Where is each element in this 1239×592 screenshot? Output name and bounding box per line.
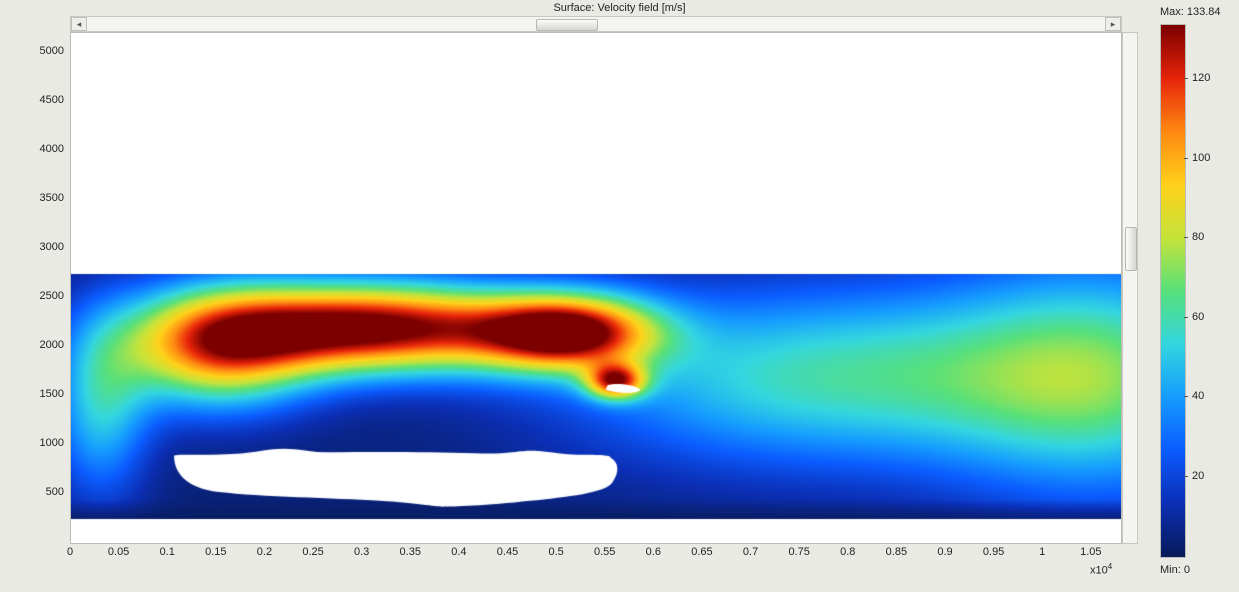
x-tick-label: 0.25 [293,546,333,558]
colorbar-tick-label: 120 [1192,72,1232,84]
horizontal-scrollbar[interactable]: ◂ ▸ [70,16,1122,32]
x-tick-label: 0.15 [196,546,236,558]
x-tick-label: 0.65 [682,546,722,558]
x-tick-label: 1.05 [1071,546,1111,558]
velocity-field-heatmap [71,33,1121,543]
y-tick-label: 2500 [16,290,64,302]
y-tick-label: 1500 [16,388,64,400]
y-tick-label: 500 [16,486,64,498]
colorbar-gradient [1161,25,1185,557]
x-tick-label: 0 [50,546,90,558]
y-tick-label: 1000 [16,437,64,449]
x-tick-label: 0.45 [488,546,528,558]
x-tick-label: 0.5 [536,546,576,558]
x-tick-label: 0.1 [147,546,187,558]
x-axis-exponent: x104 [1090,562,1112,577]
x-tick-label: 0.85 [876,546,916,558]
x-tick-label: 0.2 [244,546,284,558]
y-tick-label: 5000 [16,45,64,57]
plot-area [70,32,1122,544]
x-tick-label: 0.55 [585,546,625,558]
x-tick-label: 0.05 [99,546,139,558]
colorbar [1160,24,1186,558]
x-tick-label: 0.3 [342,546,382,558]
x-tick-label: 0.4 [439,546,479,558]
vertical-scrollbar[interactable] [1122,32,1138,544]
x-tick-label: 0.35 [390,546,430,558]
colorbar-tick-label: 100 [1192,152,1232,164]
colorbar-tick-label: 40 [1192,390,1232,402]
colorbar-tick-label: 80 [1192,231,1232,243]
x-tick-label: 0.6 [633,546,673,558]
x-tick-label: 1 [1022,546,1062,558]
scroll-left-arrow-icon[interactable]: ◂ [71,17,87,31]
x-tick-label: 0.95 [974,546,1014,558]
y-tick-label: 3500 [16,192,64,204]
colorbar-tick-label: 60 [1192,311,1232,323]
x-tick-label: 0.8 [828,546,868,558]
x-tick-label: 0.9 [925,546,965,558]
horizontal-scroll-thumb[interactable] [536,19,598,31]
vertical-scroll-thumb[interactable] [1125,227,1137,271]
y-tick-label: 4500 [16,94,64,106]
colorbar-min-label: Min: 0 [1160,564,1239,576]
x-tick-label: 0.7 [731,546,771,558]
plot-title: Surface: Velocity field [m/s] [0,2,1239,14]
y-tick-label: 3000 [16,241,64,253]
y-tick-label: 2000 [16,339,64,351]
y-tick-label: 4000 [16,143,64,155]
colorbar-max-label: Max: 133.84 [1160,6,1239,18]
x-tick-label: 0.75 [779,546,819,558]
colorbar-tick-label: 20 [1192,470,1232,482]
scroll-right-arrow-icon[interactable]: ▸ [1105,17,1121,31]
